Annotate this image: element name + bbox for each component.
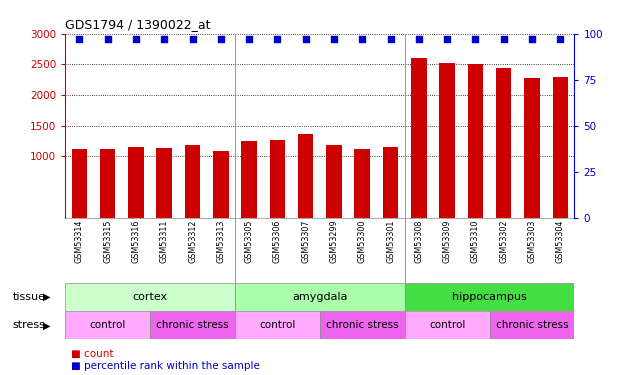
Bar bbox=[242, 141, 257, 218]
Point bbox=[357, 36, 367, 42]
Text: cortex: cortex bbox=[132, 292, 168, 302]
Point bbox=[386, 36, 396, 42]
Bar bbox=[298, 134, 314, 218]
Text: GSM53312: GSM53312 bbox=[188, 219, 197, 263]
Bar bbox=[383, 147, 398, 218]
Bar bbox=[411, 58, 427, 217]
Bar bbox=[496, 68, 512, 218]
Point bbox=[188, 36, 197, 42]
Text: GSM53299: GSM53299 bbox=[330, 219, 338, 263]
Bar bbox=[355, 148, 370, 217]
Bar bbox=[326, 145, 342, 218]
Bar bbox=[468, 64, 483, 217]
Bar bbox=[65, 311, 150, 339]
Point bbox=[527, 36, 537, 42]
Point bbox=[244, 36, 254, 42]
Point bbox=[159, 36, 169, 42]
Point bbox=[442, 36, 452, 42]
Bar bbox=[405, 311, 489, 339]
Text: GSM53300: GSM53300 bbox=[358, 219, 367, 263]
Text: tissue: tissue bbox=[12, 292, 45, 302]
Text: GSM53307: GSM53307 bbox=[301, 219, 310, 263]
Bar bbox=[405, 283, 574, 311]
Text: GSM53305: GSM53305 bbox=[245, 219, 253, 263]
Text: chronic stress: chronic stress bbox=[326, 320, 399, 330]
Text: GSM53303: GSM53303 bbox=[527, 219, 537, 263]
Text: ■ count: ■ count bbox=[71, 350, 114, 359]
Bar bbox=[213, 151, 229, 217]
Bar bbox=[128, 147, 143, 218]
Bar bbox=[184, 145, 201, 218]
Point bbox=[75, 36, 84, 42]
Text: stress: stress bbox=[12, 320, 45, 330]
Bar bbox=[71, 149, 87, 217]
Bar bbox=[553, 76, 568, 218]
Text: ■ percentile rank within the sample: ■ percentile rank within the sample bbox=[71, 361, 260, 370]
Bar bbox=[235, 283, 405, 311]
Text: GSM53310: GSM53310 bbox=[471, 219, 480, 263]
Bar bbox=[320, 311, 405, 339]
Bar bbox=[235, 311, 320, 339]
Text: ▶: ▶ bbox=[43, 320, 50, 330]
Point bbox=[555, 36, 565, 42]
Bar bbox=[524, 78, 540, 218]
Text: GSM53301: GSM53301 bbox=[386, 219, 395, 263]
Bar bbox=[65, 283, 235, 311]
Text: amygdala: amygdala bbox=[292, 292, 348, 302]
Text: GSM53302: GSM53302 bbox=[499, 219, 508, 263]
Point bbox=[102, 36, 112, 42]
Text: ▶: ▶ bbox=[43, 292, 50, 302]
Point bbox=[329, 36, 339, 42]
Bar bbox=[489, 311, 574, 339]
Text: GSM53313: GSM53313 bbox=[216, 219, 225, 263]
Bar bbox=[150, 311, 235, 339]
Text: GDS1794 / 1390022_at: GDS1794 / 1390022_at bbox=[65, 18, 211, 31]
Point bbox=[273, 36, 283, 42]
Text: hippocampus: hippocampus bbox=[452, 292, 527, 302]
Text: GSM53314: GSM53314 bbox=[75, 219, 84, 263]
Text: control: control bbox=[429, 320, 465, 330]
Text: GSM53316: GSM53316 bbox=[132, 219, 140, 263]
Bar bbox=[156, 148, 172, 217]
Text: chronic stress: chronic stress bbox=[496, 320, 568, 330]
Text: GSM53311: GSM53311 bbox=[160, 219, 169, 263]
Point bbox=[131, 36, 141, 42]
Point bbox=[471, 36, 481, 42]
Point bbox=[216, 36, 226, 42]
Point bbox=[499, 36, 509, 42]
Text: GSM53308: GSM53308 bbox=[414, 219, 424, 263]
Text: GSM53315: GSM53315 bbox=[103, 219, 112, 263]
Text: GSM53306: GSM53306 bbox=[273, 219, 282, 263]
Bar bbox=[439, 63, 455, 217]
Bar bbox=[270, 140, 285, 218]
Point bbox=[414, 36, 424, 42]
Text: chronic stress: chronic stress bbox=[156, 320, 229, 330]
Bar bbox=[100, 149, 116, 217]
Text: control: control bbox=[89, 320, 126, 330]
Text: GSM53304: GSM53304 bbox=[556, 219, 564, 263]
Text: GSM53309: GSM53309 bbox=[443, 219, 451, 263]
Text: control: control bbox=[259, 320, 296, 330]
Point bbox=[301, 36, 310, 42]
